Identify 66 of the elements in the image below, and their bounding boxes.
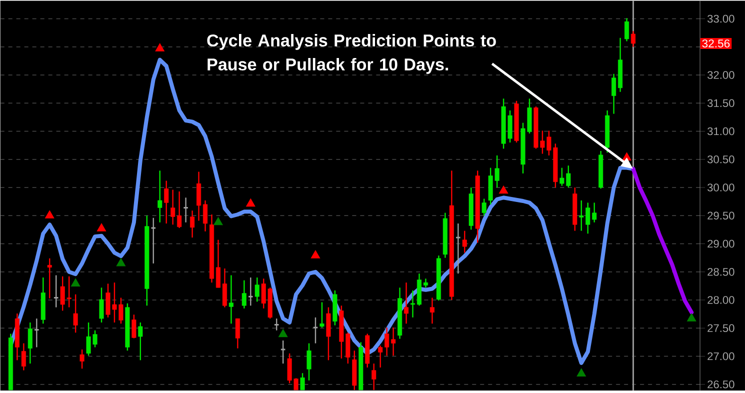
candlestick <box>53 274 60 308</box>
candlestick <box>312 316 318 344</box>
point <box>155 43 164 52</box>
candlestick <box>73 294 78 334</box>
y-tick-label: 29.00 <box>708 240 734 248</box>
candlestick <box>242 280 246 310</box>
candlestick <box>482 198 486 216</box>
candlestick <box>47 258 52 300</box>
candlestick <box>320 302 324 328</box>
point <box>498 186 508 194</box>
y-tick-label: 31.50 <box>707 99 734 108</box>
candlestick <box>228 274 234 324</box>
candlestick <box>410 290 416 318</box>
candlestick <box>430 297 434 324</box>
point <box>576 368 586 377</box>
candlestick <box>182 197 189 224</box>
y-tick-label: 32.00 <box>707 71 734 80</box>
candlestick <box>254 277 260 302</box>
candlestick <box>34 318 40 348</box>
y-tick-label: 31.00 <box>707 127 734 136</box>
candlestick <box>150 217 156 264</box>
candlestick <box>306 342 312 382</box>
point <box>45 210 54 219</box>
y-tick-label: 29.50 <box>708 212 734 220</box>
point <box>310 250 320 258</box>
candlestick <box>190 210 195 238</box>
point <box>116 258 126 266</box>
y-tick-label: 26.50 <box>708 380 734 388</box>
candlestick <box>624 18 630 42</box>
point <box>246 198 256 207</box>
candlestick <box>132 314 136 339</box>
y-tick-label: 33.00 <box>707 14 734 23</box>
candlestick <box>372 363 376 391</box>
candlestick <box>455 223 462 274</box>
candlestick <box>138 322 143 361</box>
candlestick <box>80 349 84 370</box>
candlestick <box>274 318 280 332</box>
candlestick <box>404 282 409 324</box>
candlestick <box>326 306 331 361</box>
y-tick-label: 28.50 <box>708 268 734 276</box>
candlestick <box>164 180 169 224</box>
candlestick <box>612 73 616 115</box>
candlestick <box>300 372 305 391</box>
y-tick-label: 30.00 <box>707 184 734 192</box>
candlestick <box>235 318 240 350</box>
candlestick <box>462 230 467 254</box>
candlestick <box>196 171 202 222</box>
y-tick-label: 27.00 <box>708 352 734 360</box>
point <box>686 313 696 322</box>
candlestick <box>630 30 636 48</box>
y-tick-label: 28.00 <box>708 296 734 304</box>
candlestick <box>280 340 286 364</box>
candlestick <box>21 342 26 372</box>
point <box>278 329 288 338</box>
point <box>214 217 223 226</box>
annotation: Cycle Analysis Prediction Points to Pause or Pullack for 10 Days. <box>207 34 496 74</box>
point <box>96 223 106 232</box>
y-tick-label: 27.50 <box>708 324 734 332</box>
candlestick <box>158 170 162 224</box>
annotation: 32.56 <box>702 40 730 48</box>
y-tick-label: 30.50 <box>707 156 734 164</box>
point <box>70 278 80 287</box>
candlestick <box>202 200 208 232</box>
candlestick <box>248 277 254 306</box>
candlestick <box>28 322 32 364</box>
candlestick <box>99 287 104 324</box>
